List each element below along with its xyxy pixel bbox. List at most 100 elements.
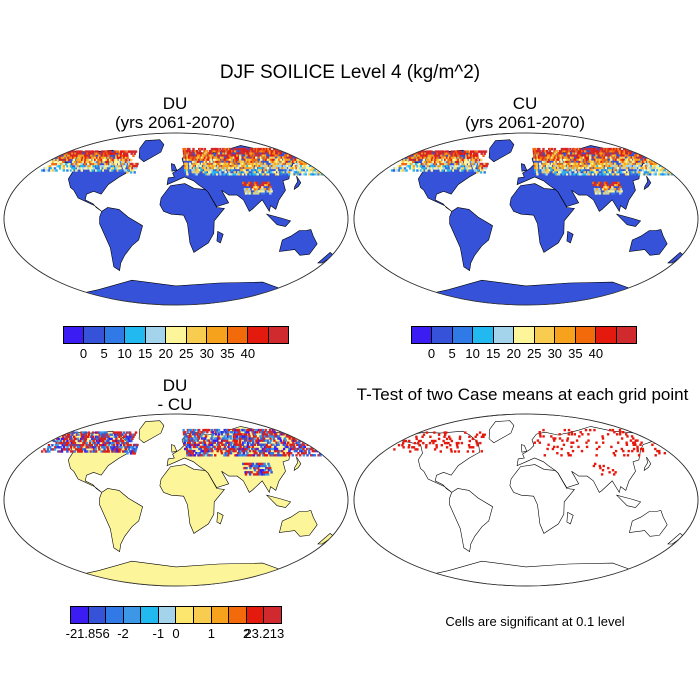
grid-cell (272, 160, 275, 163)
grid-cell (110, 158, 113, 162)
grid-cell (201, 431, 205, 434)
grid-cell (120, 431, 123, 434)
grid-cell (629, 152, 632, 155)
grid-cell (624, 154, 628, 157)
grid-cell (223, 150, 227, 153)
land-uk (170, 444, 178, 453)
grid-cell (196, 437, 199, 440)
grid-cell (245, 158, 248, 161)
grid-cell (211, 171, 214, 174)
grid-cell (242, 435, 245, 438)
grid-cell (212, 147, 215, 151)
grid-cell (182, 150, 186, 153)
grid-cell (251, 185, 254, 189)
grid-cell (447, 156, 450, 160)
grid-cell (258, 443, 262, 446)
grid-cell (184, 431, 187, 434)
grid-cell (600, 160, 603, 163)
grid-cell (648, 160, 652, 163)
grid-cell (286, 164, 289, 168)
grid-cell (260, 464, 263, 468)
grid-cell (248, 158, 252, 161)
grid-cell (279, 439, 283, 442)
grid-cell (652, 173, 655, 176)
grid-cell (545, 160, 548, 163)
grid-cell (465, 167, 469, 170)
grid-cell (127, 169, 130, 172)
grid-cell (88, 441, 92, 445)
grid-cell (266, 431, 269, 434)
grid-cell (185, 443, 188, 446)
grid-cell (75, 150, 79, 153)
grid-cell (645, 171, 648, 174)
grid-cell (643, 173, 646, 176)
grid-cell (79, 439, 82, 443)
grid-cell (272, 152, 275, 155)
grid-cell (671, 173, 674, 176)
grid-cell (620, 447, 623, 451)
grid-cell (197, 156, 200, 159)
grid-cell (542, 156, 546, 159)
grid-cell (52, 167, 55, 170)
grid-cell (69, 439, 72, 443)
grid-cell (100, 156, 104, 160)
grid-cell (87, 435, 90, 438)
grid-cell (191, 452, 194, 455)
grid-cell (651, 443, 654, 446)
grid-cell (583, 150, 587, 153)
grid-cell (106, 152, 109, 155)
grid-cell (118, 450, 121, 453)
grid-cell (242, 171, 245, 174)
grid-cell (279, 449, 282, 453)
grid-cell (460, 160, 464, 164)
grid-cell (259, 437, 263, 440)
grid-cell (254, 190, 257, 193)
grid-cell (44, 167, 48, 170)
grid-cell (538, 433, 542, 436)
grid-cell (266, 168, 270, 172)
grid-cell (209, 150, 212, 153)
grid-cell (96, 150, 99, 153)
grid-cell (613, 181, 616, 185)
grid-cell (273, 154, 276, 157)
grid-cell (545, 173, 548, 176)
grid-cell (574, 162, 577, 165)
grid-cell (244, 462, 247, 466)
grid-cell (449, 158, 452, 162)
grid-cell (211, 431, 215, 434)
grid-cell (473, 169, 477, 172)
grid-cell (612, 190, 615, 193)
grid-cell (300, 447, 303, 451)
grid-cell (232, 449, 235, 453)
grid-cell (252, 433, 255, 436)
grid-cell (92, 439, 95, 443)
colorbar-swatch (412, 327, 433, 343)
grid-cell (538, 156, 541, 159)
grid-cell (215, 156, 218, 159)
grid-cell (125, 446, 128, 449)
grid-cell (454, 169, 457, 172)
grid-cell (282, 164, 286, 168)
grid-cell (298, 164, 301, 168)
grid-cell (96, 167, 99, 170)
grid-cell (269, 173, 272, 176)
grid-cell (616, 150, 619, 153)
grid-cell (187, 171, 191, 174)
grid-cell (125, 169, 128, 172)
grid-cell (119, 433, 123, 436)
grid-cell (82, 158, 85, 162)
grid-cell (626, 158, 629, 161)
grid-cell (222, 162, 226, 165)
grid-cell (185, 164, 188, 168)
grid-cell (581, 150, 584, 153)
grid-cell (556, 173, 559, 176)
grid-cell (594, 462, 597, 466)
grid-cell (632, 171, 636, 174)
grid-cell (274, 454, 278, 457)
grid-cell (314, 443, 318, 446)
grid-cell (299, 171, 302, 174)
grid-cell (405, 165, 409, 168)
grid-cell (270, 162, 273, 165)
grid-cell (635, 160, 638, 163)
grid-cell (203, 158, 206, 161)
